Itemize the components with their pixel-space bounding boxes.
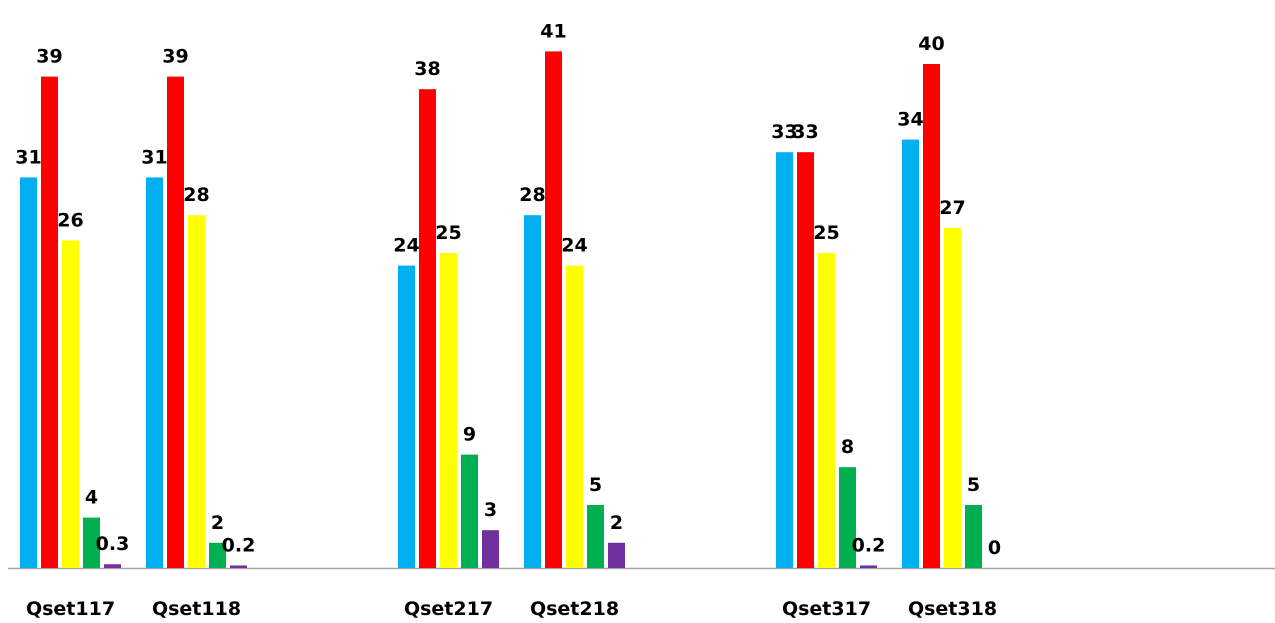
data-label: 4 bbox=[85, 487, 98, 509]
bar bbox=[419, 89, 436, 568]
data-label: 31 bbox=[141, 146, 167, 168]
data-label: 8 bbox=[841, 436, 854, 458]
bar bbox=[545, 51, 562, 568]
data-label: 39 bbox=[36, 46, 62, 68]
data-label: 24 bbox=[561, 235, 587, 257]
bar bbox=[839, 467, 856, 568]
data-label: 2 bbox=[610, 512, 623, 534]
data-label: 25 bbox=[435, 222, 461, 244]
x-tick-label: Qset317 bbox=[782, 598, 871, 620]
bar bbox=[566, 265, 583, 568]
data-label: 26 bbox=[57, 209, 83, 231]
data-label: 33 bbox=[792, 121, 818, 143]
x-tick-label: Qset318 bbox=[908, 598, 997, 620]
data-label: 28 bbox=[183, 184, 209, 206]
bar bbox=[902, 139, 919, 568]
x-tick-label: Qset118 bbox=[152, 598, 241, 620]
bar bbox=[587, 505, 604, 568]
bar bbox=[608, 542, 625, 568]
bar bbox=[797, 152, 814, 568]
x-tick-label: Qset117 bbox=[26, 598, 115, 620]
data-label: 40 bbox=[918, 33, 944, 55]
data-label: 25 bbox=[813, 222, 839, 244]
data-label: 9 bbox=[463, 424, 476, 446]
bar bbox=[818, 253, 835, 568]
bar bbox=[965, 505, 982, 568]
data-label: 38 bbox=[414, 58, 440, 80]
data-label: 28 bbox=[519, 184, 545, 206]
bar bbox=[83, 517, 100, 568]
data-label: 24 bbox=[393, 235, 419, 257]
bar bbox=[209, 542, 226, 568]
bar bbox=[776, 152, 793, 568]
bar bbox=[923, 64, 940, 568]
data-label: 0.3 bbox=[96, 533, 130, 555]
bar bbox=[104, 564, 121, 568]
x-tick-label: Qset218 bbox=[530, 598, 619, 620]
data-label: 2 bbox=[211, 512, 224, 534]
data-label: 5 bbox=[967, 474, 980, 496]
bar bbox=[230, 565, 247, 568]
data-label: 33 bbox=[771, 121, 797, 143]
data-label: 3 bbox=[484, 499, 497, 521]
bar bbox=[440, 253, 457, 568]
data-label: 34 bbox=[897, 109, 923, 131]
bar bbox=[41, 76, 58, 568]
bar bbox=[398, 265, 415, 568]
x-tick-label: Qset217 bbox=[404, 598, 493, 620]
data-label: 31 bbox=[15, 146, 41, 168]
data-label: 0.2 bbox=[222, 534, 256, 556]
bar bbox=[860, 565, 877, 568]
data-label: 0 bbox=[988, 537, 1001, 559]
data-label: 27 bbox=[939, 197, 965, 219]
data-label: 39 bbox=[162, 46, 188, 68]
bar bbox=[524, 215, 541, 568]
bar bbox=[461, 454, 478, 568]
bar bbox=[62, 240, 79, 568]
data-label: 5 bbox=[589, 474, 602, 496]
bar bbox=[167, 76, 184, 568]
bar bbox=[20, 177, 37, 568]
bar bbox=[944, 227, 961, 569]
bar bbox=[482, 530, 499, 568]
bar bbox=[188, 215, 205, 568]
bar bbox=[146, 177, 163, 568]
data-label: 0.2 bbox=[852, 534, 886, 556]
data-label: 41 bbox=[540, 20, 566, 42]
